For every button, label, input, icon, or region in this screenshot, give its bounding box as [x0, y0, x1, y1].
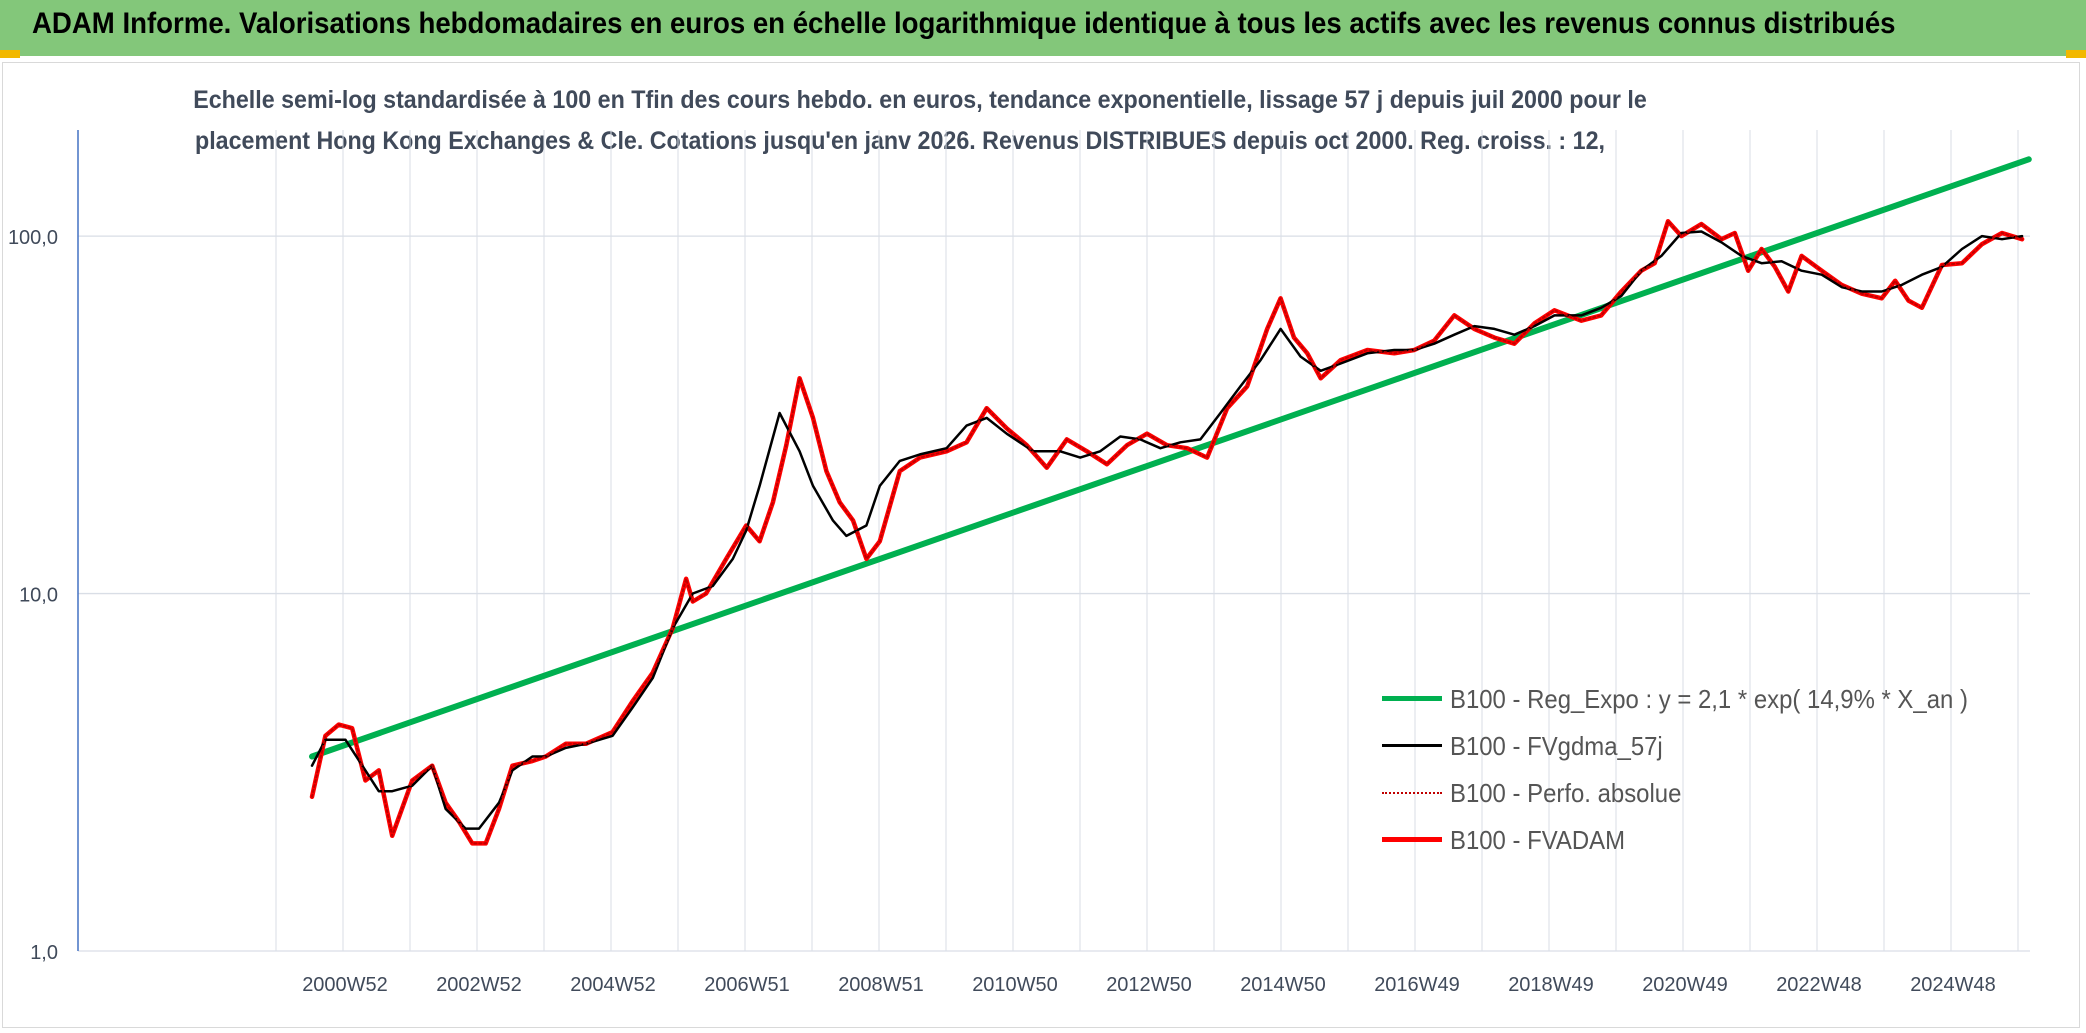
chart-title-line-1: Echelle semi-log standardisée à 100 en T… [193, 86, 1647, 114]
header-banner: ADAM Informe. Valorisations hebdomadaire… [0, 0, 2086, 56]
chart-title-line-2: placement Hong Kong Exchanges & Cle. Cot… [195, 127, 1605, 155]
series-group [309, 156, 2032, 846]
x-tick-label: 2018W49 [1508, 974, 1594, 996]
x-tick-label: 2008W51 [838, 974, 924, 996]
legend-item-smoothed: B100 - FVgdma_57j [1382, 727, 2002, 774]
x-tick-label: 2010W50 [972, 974, 1058, 996]
corner-mark-right [2066, 50, 2086, 58]
legend-swatch-regression [1382, 696, 1442, 701]
legend-label-regression: B100 - Reg_Expo : y = 2,1 * exp( 14,9% *… [1450, 684, 1968, 714]
gridlines [78, 130, 2030, 952]
legend-label-absolute: B100 - Perfo. absolue [1450, 778, 1682, 808]
chart-frame [2, 62, 2080, 1028]
x-tick-label: 2020W49 [1642, 974, 1728, 996]
x-tick-label: 2016W49 [1374, 974, 1460, 996]
legend-item-regression: B100 - Reg_Expo : y = 2,1 * exp( 14,9% *… [1382, 680, 2002, 727]
x-tick-label: 2006W51 [704, 974, 790, 996]
legend-item-fvadam: B100 - FVADAM [1382, 821, 2002, 868]
legend-swatch-absolute [1382, 792, 1442, 794]
legend: B100 - Reg_Expo : y = 2,1 * exp( 14,9% *… [1382, 680, 2002, 868]
legend-item-absolute: B100 - Perfo. absolue [1382, 774, 2002, 821]
y-tick-label: 100,0 [8, 227, 58, 249]
legend-swatch-smoothed [1382, 744, 1442, 747]
series-regression-line [309, 156, 2032, 760]
y-tick-label: 1,0 [30, 942, 58, 964]
legend-label-smoothed: B100 - FVgdma_57j [1450, 731, 1663, 761]
y-tick-label: 10,0 [19, 585, 58, 607]
x-tick-label: 2024W48 [1910, 974, 1996, 996]
corner-mark-left [0, 50, 20, 58]
x-tick-label: 2002W52 [436, 974, 522, 996]
series-absolute-line [311, 220, 2024, 845]
x-tick-label: 2000W52 [302, 974, 388, 996]
legend-label-fvadam: B100 - FVADAM [1450, 825, 1626, 855]
x-tick-label: 2012W50 [1106, 974, 1192, 996]
page-title: ADAM Informe. Valorisations hebdomadaire… [32, 7, 1896, 40]
legend-swatch-fvadam [1382, 837, 1442, 842]
x-tick-label: 2004W52 [570, 974, 656, 996]
x-tick-label: 2022W48 [1776, 974, 1862, 996]
axes: 1,0 10,0 100,0 2000W52 2002W52 2004W52 2006W51… [8, 130, 1996, 996]
series-smoothed-line [310, 230, 2024, 830]
x-tick-label: 2014W50 [1240, 974, 1326, 996]
